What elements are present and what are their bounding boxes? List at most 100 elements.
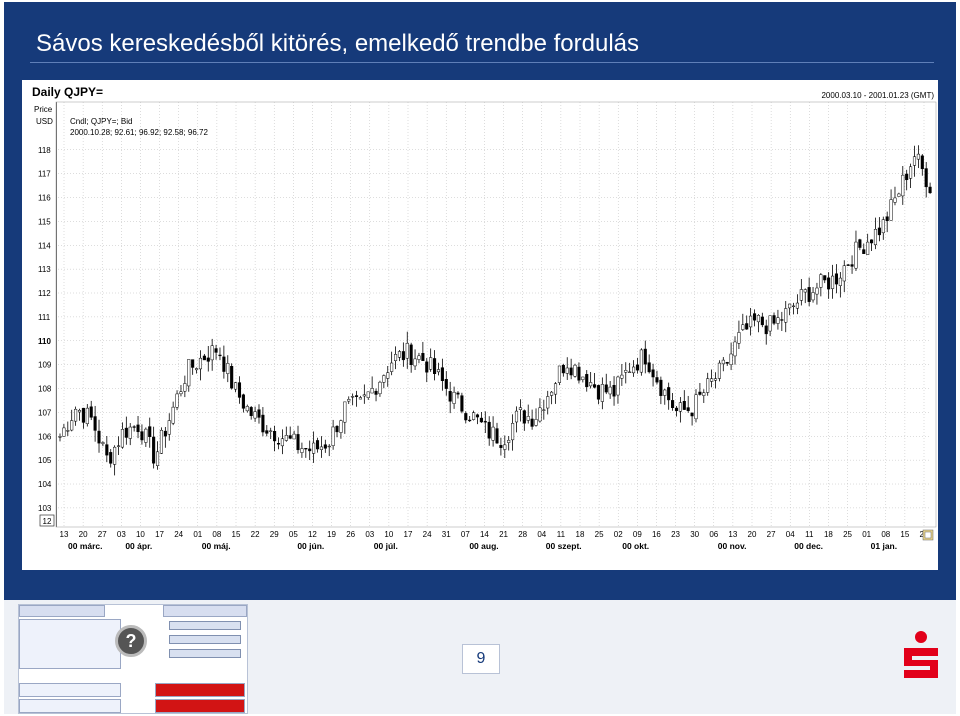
candle — [518, 399, 522, 422]
y-tick-labels: 103 104 105 106 107 108 109 110 111 112 113 114 115 1… — [38, 146, 52, 513]
nav-button-2[interactable] — [169, 635, 241, 644]
candle — [257, 404, 261, 424]
nav-box-left-2[interactable] — [19, 699, 121, 713]
x-day-label: 23 — [671, 530, 680, 539]
candle — [276, 437, 281, 450]
nav-box-red-1[interactable] — [155, 683, 245, 697]
candle — [58, 433, 62, 442]
chart-legend: Cndl; QJPY=; Bid — [70, 117, 132, 126]
candle — [811, 286, 815, 303]
candle — [885, 211, 889, 233]
candle — [163, 426, 167, 448]
candle — [308, 440, 312, 461]
candle — [768, 315, 772, 337]
x-day-label: 05 — [289, 530, 298, 539]
candle — [374, 388, 378, 402]
candle — [109, 449, 113, 468]
candle — [756, 314, 760, 333]
nav-header-left — [19, 605, 105, 617]
candle — [585, 370, 589, 392]
x-month-label: 00 okt. — [622, 541, 649, 551]
x-day-label: 20 — [748, 530, 757, 539]
candle — [795, 294, 799, 315]
y-tick-label: 113 — [38, 265, 51, 274]
x-day-label: 02 — [614, 530, 623, 539]
last-bar-readout: 2000.10.28; 92.61; 96.92; 92.58; 96.72 — [70, 128, 208, 137]
candle — [120, 422, 124, 449]
candle — [538, 398, 542, 423]
candle — [897, 192, 901, 197]
candle — [725, 361, 729, 366]
candle — [249, 406, 253, 420]
candle — [651, 363, 655, 387]
question-mark-icon: ? — [115, 625, 147, 657]
x-day-label: 15 — [900, 530, 909, 539]
candle — [253, 406, 257, 422]
candle — [343, 401, 347, 434]
candle — [733, 336, 737, 365]
candle — [296, 425, 300, 454]
candle — [421, 341, 425, 361]
candle — [144, 427, 148, 447]
x-day-label: 10 — [384, 530, 393, 539]
nav-box-red-2[interactable] — [155, 699, 245, 713]
x-month-label: 00 ápr. — [125, 541, 152, 551]
candle — [862, 243, 866, 254]
candle — [522, 409, 526, 431]
candle — [713, 372, 718, 389]
scale-box — [39, 514, 55, 527]
x-day-label: 09 — [633, 530, 642, 539]
candle — [550, 390, 554, 405]
candle — [261, 407, 265, 437]
y-tick-label: 112 — [38, 289, 51, 298]
candle — [452, 386, 456, 409]
x-day-label: 03 — [117, 530, 126, 539]
scale-box-label: 12 — [43, 517, 52, 526]
nav-button-3[interactable] — [169, 649, 241, 658]
nav-button-1[interactable] — [169, 621, 241, 630]
slide-title: Sávos kereskedésből kitörés, emelkedő tr… — [36, 30, 639, 57]
candle — [362, 384, 366, 404]
x-day-label: 06 — [709, 530, 718, 539]
candle — [366, 391, 370, 400]
candle — [647, 354, 651, 374]
candle — [507, 436, 511, 451]
x-day-label: 29 — [270, 530, 279, 539]
candle — [655, 370, 659, 385]
candle — [479, 411, 483, 423]
candle — [487, 416, 491, 446]
candle — [70, 409, 74, 432]
candle — [846, 263, 850, 266]
candle — [319, 436, 323, 458]
candle — [678, 397, 682, 423]
candle — [265, 425, 269, 437]
candle — [413, 349, 417, 371]
candle — [417, 352, 421, 364]
candle — [877, 217, 881, 242]
x-day-label: 12 — [308, 530, 317, 539]
candle — [635, 358, 640, 374]
candle — [604, 373, 608, 395]
candle — [226, 355, 230, 383]
chart-corner-icon[interactable] — [922, 529, 934, 541]
x-month-label: 00 dec. — [794, 541, 823, 551]
y-tick-label: 108 — [38, 385, 52, 394]
x-month-label: 00 máj. — [202, 541, 231, 551]
page-number: 9 — [462, 644, 500, 674]
candle — [222, 345, 226, 379]
candle — [74, 406, 78, 426]
candle — [628, 362, 632, 373]
y-tick-label: 111 — [38, 313, 51, 322]
candle — [354, 390, 359, 407]
candle — [358, 395, 362, 400]
x-day-label: 25 — [595, 530, 604, 539]
candle — [916, 145, 920, 169]
candle — [234, 381, 238, 393]
candle — [206, 346, 210, 372]
candle — [113, 445, 117, 476]
nav-box-left-1[interactable] — [19, 683, 121, 697]
candle — [386, 366, 390, 387]
x-day-label: 27 — [98, 530, 107, 539]
candle — [468, 416, 472, 422]
candle — [245, 404, 249, 413]
